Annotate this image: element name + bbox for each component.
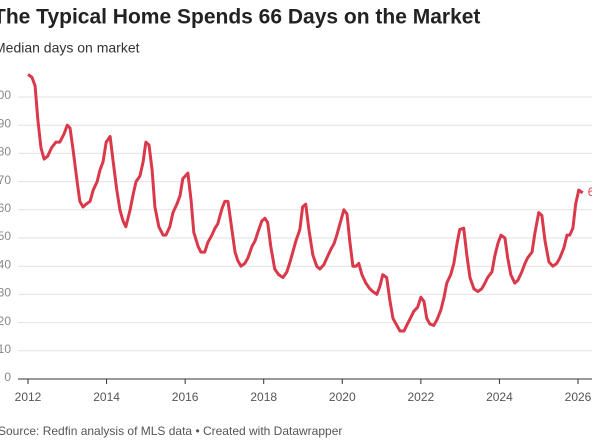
x-tick-label: 2016: [172, 390, 199, 404]
y-tick-label: 10: [0, 342, 11, 356]
x-tick-label: 2024: [486, 390, 513, 404]
y-tick-label: 100: [0, 88, 11, 102]
x-tick-label: 2026: [565, 390, 592, 404]
end-value-label: 66: [588, 185, 592, 199]
y-tick-label: 30: [0, 286, 11, 300]
y-tick-label: 40: [0, 257, 11, 271]
x-tick-label: 2020: [329, 390, 356, 404]
x-tick-label: 2022: [408, 390, 435, 404]
y-tick-label: 20: [0, 314, 11, 328]
chart-subtitle: Median days on market: [0, 40, 140, 56]
line-series: [27, 73, 584, 333]
y-tick-label: 90: [0, 116, 11, 130]
y-tick-label: 60: [0, 201, 11, 215]
source-note: Source: Redfin analysis of MLS data • Cr…: [0, 424, 342, 438]
y-tick-label: 70: [0, 173, 11, 187]
x-tick-label: 2012: [15, 390, 42, 404]
y-tick-label: 50: [0, 229, 11, 243]
y-tick-label: 0: [4, 370, 11, 384]
y-tick-label: 80: [0, 145, 11, 159]
x-tick-label: 2014: [93, 390, 120, 404]
x-tick-label: 2018: [250, 390, 277, 404]
chart-title: The Typical Home Spends 66 Days on the M…: [0, 6, 480, 29]
